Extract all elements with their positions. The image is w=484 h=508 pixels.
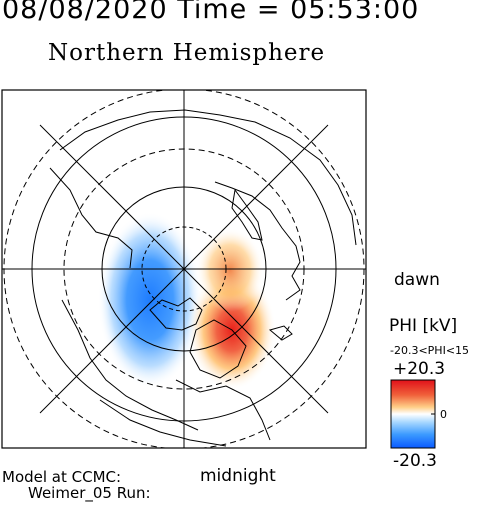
colorbar-zero-label: 0	[440, 408, 447, 421]
coastline-eurasia	[59, 109, 357, 246]
date-time-title: 08/08/2020 Time = 05:53:00	[2, 0, 420, 25]
negative-potential-cell	[98, 212, 202, 388]
latitude-circle-solid-inner	[101, 186, 267, 352]
colorbar-min-label: -20.3	[393, 451, 437, 471]
coastline-scandinavia	[231, 188, 263, 241]
coastline-greenland	[189, 319, 247, 379]
coastline-canada-islands	[149, 297, 203, 331]
colorbar-range-label: -20.3<PHI<15	[390, 344, 470, 357]
coastline-siberia	[49, 167, 133, 269]
colorbar-max-label: +20.3	[393, 359, 446, 379]
coastline-north-america	[99, 379, 271, 447]
latitude-circle-dashed-inner	[141, 226, 227, 312]
coastline-iceland	[268, 325, 293, 341]
dawn-label: dawn	[394, 270, 440, 290]
coastline-europe	[214, 181, 301, 301]
colorbar-title: PHI [kV]	[389, 316, 458, 336]
midnight-label: midnight	[200, 466, 276, 486]
meridian-line	[39, 124, 329, 414]
positive-potential-tail	[196, 228, 264, 312]
model-credit-line: Model at CCMC:	[2, 468, 122, 486]
hemisphere-title: Northern Hemisphere	[48, 40, 326, 66]
model-run-line: Weimer_05 Run:	[28, 484, 151, 502]
coastline-alaska	[61, 299, 199, 431]
colorbar	[390, 379, 436, 449]
latitude-circle-solid	[31, 116, 337, 422]
latitude-circle-dashed	[63, 148, 305, 390]
latitude-circle-outer-dashed	[3, 90, 365, 448]
